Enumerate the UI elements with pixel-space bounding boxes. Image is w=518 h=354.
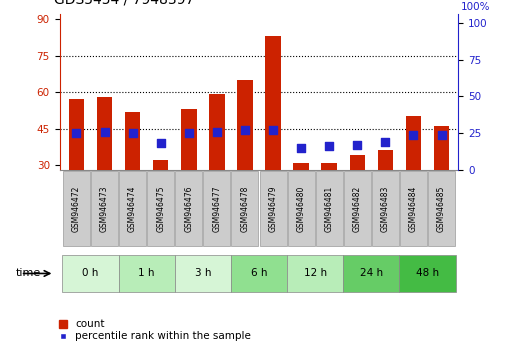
FancyBboxPatch shape [119, 171, 146, 246]
Bar [378, 150, 393, 170]
FancyBboxPatch shape [428, 171, 455, 246]
Bar [97, 97, 112, 170]
Bar [434, 126, 449, 170]
Text: GSM946484: GSM946484 [409, 185, 418, 232]
FancyBboxPatch shape [400, 171, 427, 246]
Bar [181, 109, 196, 170]
Text: 3 h: 3 h [195, 268, 211, 279]
Bar [350, 155, 365, 170]
Text: GSM946472: GSM946472 [72, 185, 81, 232]
Bar [153, 160, 168, 170]
Text: 0 h: 0 h [82, 268, 98, 279]
Point [100, 129, 109, 135]
Text: 1 h: 1 h [138, 268, 155, 279]
FancyBboxPatch shape [372, 171, 399, 246]
Text: GSM946476: GSM946476 [184, 185, 193, 232]
Point [184, 130, 193, 136]
FancyBboxPatch shape [316, 171, 343, 246]
Text: GSM946481: GSM946481 [325, 186, 334, 232]
FancyBboxPatch shape [204, 171, 231, 246]
Text: 24 h: 24 h [360, 268, 383, 279]
Text: 48 h: 48 h [416, 268, 439, 279]
Point [269, 127, 277, 133]
FancyBboxPatch shape [119, 255, 175, 292]
Bar [322, 162, 337, 170]
Bar [237, 80, 253, 170]
Text: GSM946485: GSM946485 [437, 185, 446, 232]
FancyBboxPatch shape [232, 171, 258, 246]
FancyBboxPatch shape [344, 171, 371, 246]
Text: time: time [16, 268, 41, 279]
Legend: count, percentile rank within the sample: count, percentile rank within the sample [54, 315, 255, 346]
Point [353, 142, 362, 148]
Text: GSM946475: GSM946475 [156, 185, 165, 232]
Text: GSM946478: GSM946478 [240, 185, 250, 232]
Bar [293, 162, 309, 170]
Text: GSM946483: GSM946483 [381, 185, 390, 232]
Bar [125, 112, 140, 170]
FancyBboxPatch shape [399, 255, 456, 292]
Text: 12 h: 12 h [304, 268, 327, 279]
FancyBboxPatch shape [260, 171, 286, 246]
Point [73, 130, 81, 136]
Text: GSM946474: GSM946474 [128, 185, 137, 232]
FancyBboxPatch shape [287, 255, 343, 292]
Bar [265, 36, 281, 170]
Text: GDS5454 / 7948397: GDS5454 / 7948397 [54, 0, 195, 6]
Point [437, 132, 445, 137]
FancyBboxPatch shape [63, 171, 90, 246]
Point [409, 132, 418, 137]
FancyBboxPatch shape [91, 171, 118, 246]
Text: GSM946480: GSM946480 [297, 185, 306, 232]
Text: GSM946479: GSM946479 [268, 185, 278, 232]
Point [381, 139, 390, 145]
Bar [209, 95, 225, 170]
FancyBboxPatch shape [231, 255, 287, 292]
Point [156, 141, 165, 146]
Text: GSM946473: GSM946473 [100, 185, 109, 232]
Point [241, 127, 249, 133]
FancyBboxPatch shape [62, 255, 119, 292]
Point [325, 144, 334, 149]
Bar [406, 116, 421, 170]
FancyBboxPatch shape [147, 171, 174, 246]
Bar [69, 99, 84, 170]
FancyBboxPatch shape [287, 171, 314, 246]
FancyBboxPatch shape [175, 171, 202, 246]
Text: 100%: 100% [461, 2, 491, 12]
Point [213, 129, 221, 135]
Text: GSM946477: GSM946477 [212, 185, 221, 232]
FancyBboxPatch shape [175, 255, 231, 292]
Text: GSM946482: GSM946482 [353, 186, 362, 232]
Point [128, 130, 137, 136]
FancyBboxPatch shape [343, 255, 399, 292]
Point [297, 145, 305, 151]
Text: 6 h: 6 h [251, 268, 267, 279]
